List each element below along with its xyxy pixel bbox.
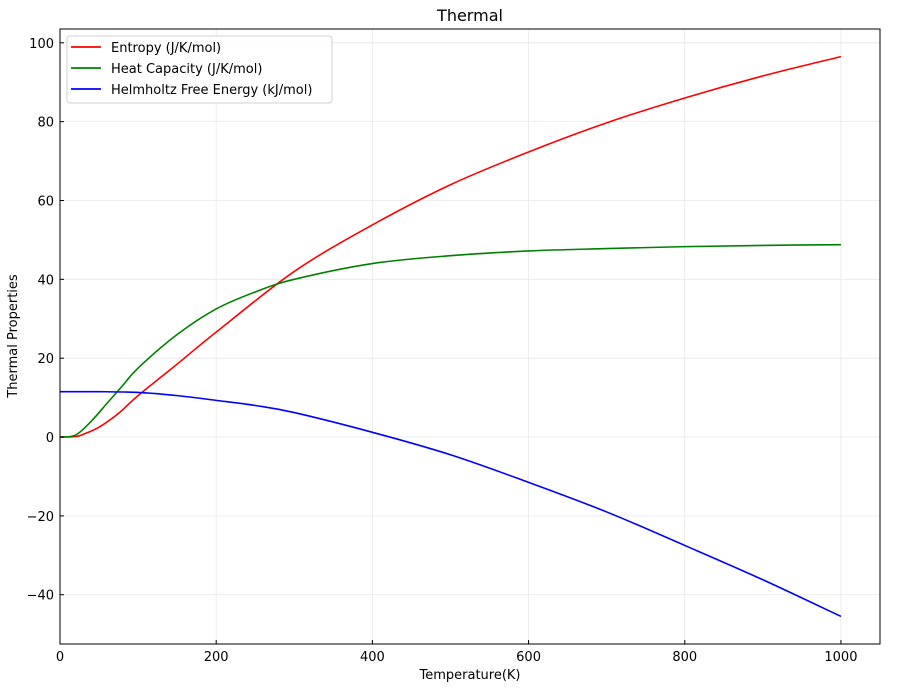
y-tick-label: −40 (27, 589, 54, 604)
y-tick-label: −20 (27, 510, 54, 525)
y-tick-label: 40 (37, 273, 54, 288)
x-tick-label: 200 (204, 650, 229, 665)
y-tick-label: 80 (37, 116, 54, 131)
y-tick-label: 60 (37, 194, 54, 209)
legend: Entropy (J/K/mol) Heat Capacity (J/K/mol)… (66, 35, 333, 104)
legend-label: Entropy (J/K/mol) (111, 41, 221, 56)
x-tick-label: 800 (672, 650, 697, 665)
legend-box (66, 35, 333, 104)
y-tick-label: 100 (29, 37, 54, 52)
series-line-2 (59, 390, 842, 618)
legend-label: Heat Capacity (J/K/mol) (111, 62, 262, 77)
y-tick-label: 20 (37, 352, 54, 367)
x-tick-label: 400 (360, 650, 385, 665)
x-tick-label: 0 (56, 650, 64, 665)
series-line-1 (59, 243, 841, 438)
chart-title: Thermal (436, 6, 503, 25)
x-tick-label: 600 (516, 650, 541, 665)
x-tick-label: 1000 (824, 650, 857, 665)
x-axis-label: Temperature(K) (418, 668, 520, 683)
legend-label: Helmholtz Free Energy (kJ/mol) (111, 83, 312, 98)
plot-frame (59, 28, 881, 645)
series-line-0 (59, 55, 842, 438)
y-tick-label: 0 (46, 431, 54, 446)
y-axis-label: Thermal Properties (6, 274, 21, 399)
